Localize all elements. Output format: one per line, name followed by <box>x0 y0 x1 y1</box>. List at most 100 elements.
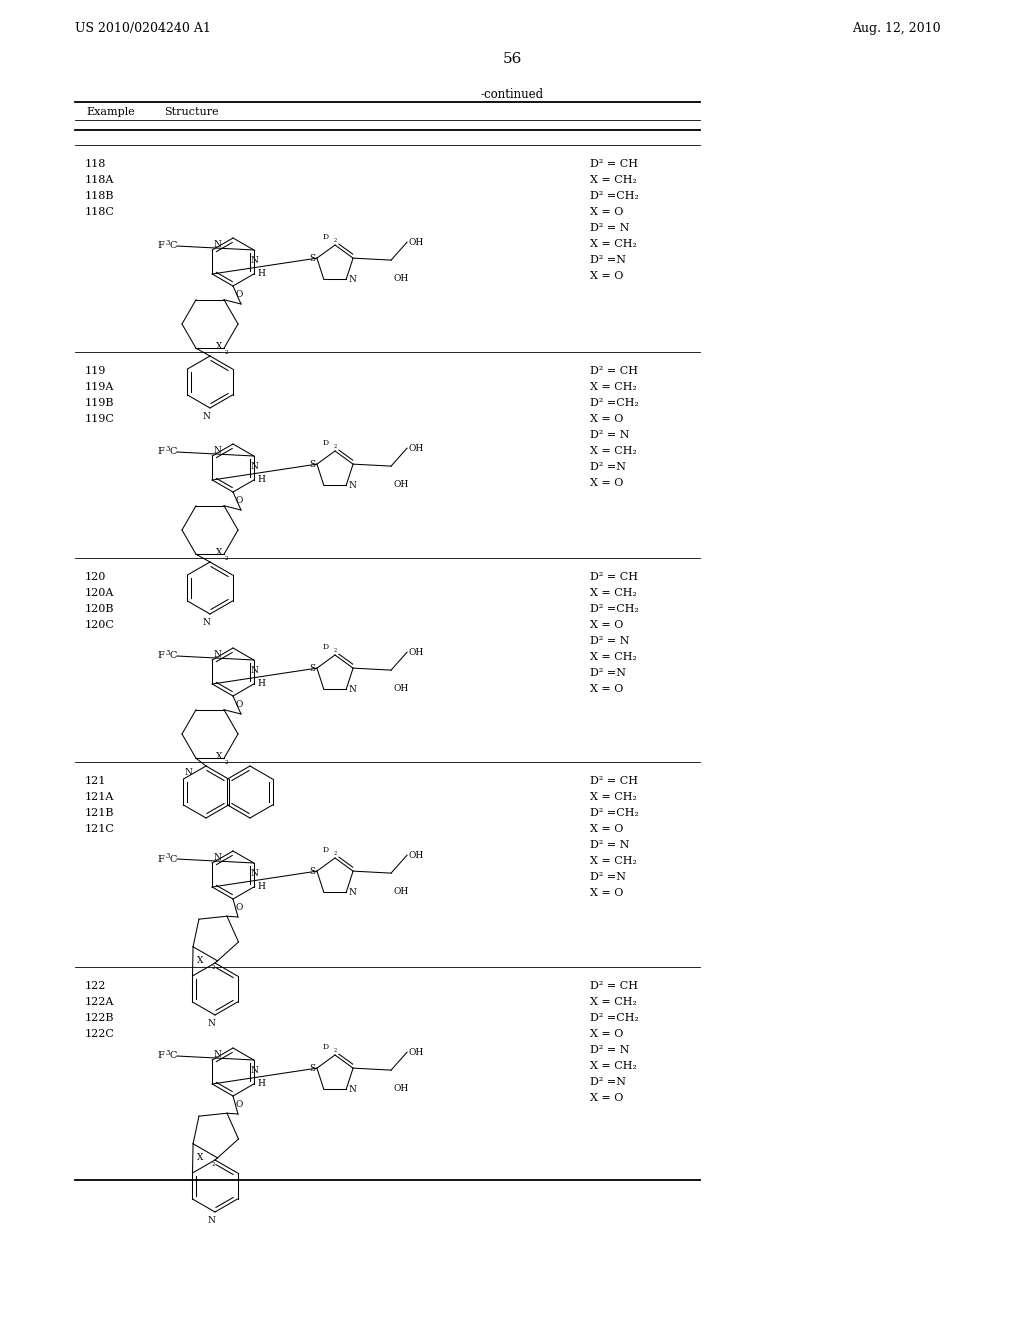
Text: N: N <box>348 480 356 490</box>
Text: N: N <box>207 1216 215 1225</box>
Text: X = O: X = O <box>590 207 624 216</box>
Text: N: N <box>202 412 210 421</box>
Text: 119C: 119C <box>85 414 115 424</box>
Text: X = CH₂: X = CH₂ <box>590 446 637 455</box>
Text: 2: 2 <box>334 851 337 855</box>
Text: N: N <box>213 446 221 455</box>
Text: D² =CH₂: D² =CH₂ <box>590 605 639 614</box>
Text: X = CH₂: X = CH₂ <box>590 587 637 598</box>
Text: 119A: 119A <box>85 381 115 392</box>
Text: 3: 3 <box>165 649 169 657</box>
Text: N: N <box>207 1019 215 1028</box>
Text: X = CH₂: X = CH₂ <box>590 381 637 392</box>
Text: X = O: X = O <box>590 824 624 834</box>
Text: N: N <box>213 649 221 659</box>
Text: 121A: 121A <box>85 792 115 803</box>
Text: D: D <box>323 643 329 651</box>
Text: D² = CH: D² = CH <box>590 158 638 169</box>
Text: 2: 2 <box>212 1162 215 1167</box>
Text: OH: OH <box>409 238 423 247</box>
Text: C: C <box>170 854 177 863</box>
Text: S: S <box>309 1064 315 1073</box>
Text: O: O <box>234 1100 243 1109</box>
Text: N: N <box>213 853 221 862</box>
Text: 120B: 120B <box>85 605 115 614</box>
Text: X = O: X = O <box>590 1030 624 1039</box>
Text: D: D <box>323 1043 329 1051</box>
Text: X: X <box>216 342 222 351</box>
Text: D² = CH: D² = CH <box>590 366 638 376</box>
Text: D² = CH: D² = CH <box>590 776 638 785</box>
Text: OH: OH <box>393 684 409 693</box>
Text: S: S <box>309 867 315 875</box>
Text: D² =N: D² =N <box>590 873 626 882</box>
Text: 3: 3 <box>165 1049 169 1057</box>
Text: 122A: 122A <box>85 997 115 1007</box>
Text: 121: 121 <box>85 776 106 785</box>
Text: S: S <box>309 664 315 673</box>
Text: 2: 2 <box>334 648 337 653</box>
Text: 122C: 122C <box>85 1030 115 1039</box>
Text: 2: 2 <box>334 238 337 243</box>
Text: X: X <box>198 957 204 965</box>
Text: Aug. 12, 2010: Aug. 12, 2010 <box>852 22 941 36</box>
Text: H: H <box>258 882 265 891</box>
Text: X = O: X = O <box>590 1093 624 1104</box>
Text: O: O <box>234 290 243 300</box>
Text: C: C <box>170 447 177 457</box>
Text: N: N <box>213 1049 221 1059</box>
Text: Example: Example <box>86 107 135 117</box>
Text: X = CH₂: X = CH₂ <box>590 855 637 866</box>
Text: N: N <box>348 275 356 284</box>
Text: X = CH₂: X = CH₂ <box>590 652 637 663</box>
Text: D: D <box>323 846 329 854</box>
Text: OH: OH <box>409 444 423 453</box>
Text: X: X <box>198 1154 204 1163</box>
Text: US 2010/0204240 A1: US 2010/0204240 A1 <box>75 22 211 36</box>
Text: 2: 2 <box>334 1048 337 1053</box>
Text: 2: 2 <box>334 444 337 449</box>
Text: N: N <box>251 462 258 471</box>
Text: D² = N: D² = N <box>590 223 630 234</box>
Text: 2: 2 <box>225 350 228 355</box>
Text: H: H <box>258 475 265 484</box>
Text: 3: 3 <box>165 445 169 453</box>
Text: N: N <box>251 869 258 878</box>
Text: X = CH₂: X = CH₂ <box>590 239 637 249</box>
Text: S: S <box>309 459 315 469</box>
Text: 122B: 122B <box>85 1012 115 1023</box>
Text: X = CH₂: X = CH₂ <box>590 176 637 185</box>
Text: OH: OH <box>409 1048 423 1056</box>
Text: C: C <box>170 652 177 660</box>
Text: D² =CH₂: D² =CH₂ <box>590 191 639 201</box>
Text: 2: 2 <box>225 760 228 766</box>
Text: D² =CH₂: D² =CH₂ <box>590 808 639 818</box>
Text: H: H <box>258 269 265 279</box>
Text: X = CH₂: X = CH₂ <box>590 997 637 1007</box>
Text: 119B: 119B <box>85 399 115 408</box>
Text: F: F <box>157 1052 164 1060</box>
Text: 118A: 118A <box>85 176 115 185</box>
Text: X = O: X = O <box>590 888 624 898</box>
Text: X = O: X = O <box>590 620 624 630</box>
Text: D² = N: D² = N <box>590 1045 630 1055</box>
Text: OH: OH <box>409 850 423 859</box>
Text: 118B: 118B <box>85 191 115 201</box>
Text: OH: OH <box>393 887 409 896</box>
Text: F: F <box>157 854 164 863</box>
Text: F: F <box>157 447 164 457</box>
Text: X: X <box>216 548 222 557</box>
Text: X = CH₂: X = CH₂ <box>590 792 637 803</box>
Text: X = O: X = O <box>590 414 624 424</box>
Text: D² = CH: D² = CH <box>590 981 638 991</box>
Text: N: N <box>202 618 210 627</box>
Text: D: D <box>323 440 329 447</box>
Text: N: N <box>251 1067 258 1074</box>
Text: X = CH₂: X = CH₂ <box>590 1061 637 1071</box>
Text: 120C: 120C <box>85 620 115 630</box>
Text: 121C: 121C <box>85 824 115 834</box>
Text: 2: 2 <box>212 965 215 970</box>
Text: C: C <box>170 242 177 251</box>
Text: X = O: X = O <box>590 478 624 488</box>
Text: D² = N: D² = N <box>590 840 630 850</box>
